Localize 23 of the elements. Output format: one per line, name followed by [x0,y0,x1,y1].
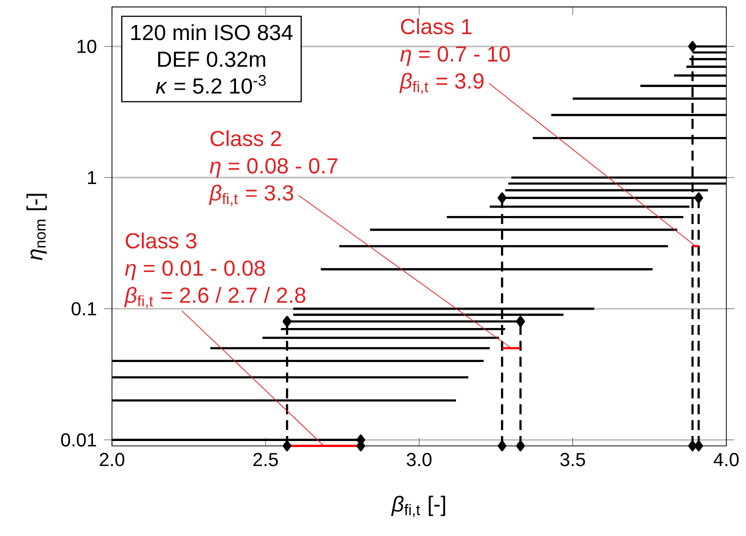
x-axis-title: β$_{fi,t}$ [-] [391,496,446,517]
annotation: β$_{fi,t}$ = 3.9 [399,72,484,94]
annotation: η = 0.7 - 10 [400,46,510,66]
annotation: β$_{fi,t}$ = 3.3 [208,184,294,206]
x-tick-label: 2.5 [253,452,278,466]
x-tick-label: 4.0 [714,452,739,466]
annotation: Class 2 [210,130,282,146]
x-tick-label: 3.0 [406,452,432,466]
y-tick-label: 1 [88,171,96,184]
x-tick-label: 3.5 [560,452,586,466]
annotation: κ = 5.2 10$^{-3}$ [156,74,266,94]
y-tick-label: 0.1 [72,302,96,316]
y-axis-title: η$_{nom}$ [-] [26,194,47,260]
annotation: 120 min ISO 834 [131,24,293,40]
annotation: Class 3 [126,232,196,248]
annotation: Class 1 [401,18,472,34]
annotation: β$_{fi,t}$ = 2.6 / 2.7 / 2.8 [124,286,306,308]
y-tick-label: 0.01 [61,433,96,447]
y-tick-label: 10 [78,40,96,54]
annotation: DEF 0.32m [158,52,266,67]
x-tick-label: 2.0 [100,452,124,466]
annotation: η = 0.08 - 0.7 [210,158,338,178]
annotation: η = 0.01 - 0.08 [125,260,265,280]
